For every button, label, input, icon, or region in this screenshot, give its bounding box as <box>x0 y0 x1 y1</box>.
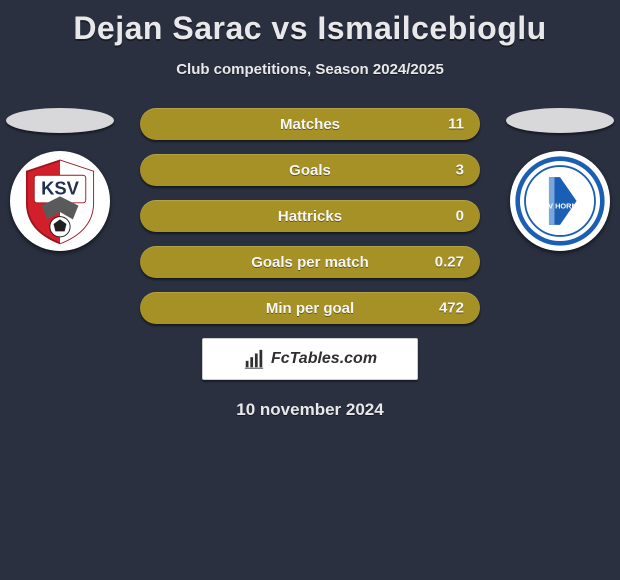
stat-value: 3 <box>456 162 464 179</box>
club-crest-left: KSV <box>10 151 110 251</box>
player-left-column: KSV <box>0 108 120 251</box>
stat-value: 472 <box>439 300 464 317</box>
stat-label: Hattricks <box>278 208 342 225</box>
stat-label: Min per goal <box>266 300 354 317</box>
stat-row-goals: Goals 3 <box>140 154 480 186</box>
stat-value: 0 <box>456 208 464 225</box>
stat-row-min-per-goal: Min per goal 472 <box>140 292 480 324</box>
stat-value: 11 <box>448 116 464 133</box>
svg-text:SV HORN: SV HORN <box>543 201 577 210</box>
page-title: Dejan Sarac vs Ismailcebioglu <box>0 0 620 47</box>
bar-chart-icon <box>243 348 265 370</box>
subtitle: Club competitions, Season 2024/2025 <box>0 61 620 78</box>
brand-badge: FcTables.com <box>202 338 418 380</box>
stat-label: Goals per match <box>251 254 369 271</box>
svg-text:KSV: KSV <box>41 178 80 199</box>
stats-list: Matches 11 Goals 3 Hattricks 0 Goals per… <box>140 108 480 324</box>
stat-row-goals-per-match: Goals per match 0.27 <box>140 246 480 278</box>
comparison-panel: KSV SV HORN Matches 11 Goals 3 <box>0 108 620 420</box>
stat-row-matches: Matches 11 <box>140 108 480 140</box>
date-text: 10 november 2024 <box>0 400 620 420</box>
stat-value: 0.27 <box>435 254 464 271</box>
club-crest-right: SV HORN <box>510 151 610 251</box>
player-right-column: SV HORN <box>500 108 620 251</box>
stat-row-hattricks: Hattricks 0 <box>140 200 480 232</box>
ksv-crest-icon: KSV <box>14 155 106 247</box>
horn-crest-icon: SV HORN <box>514 155 606 247</box>
player-left-photo-placeholder <box>6 108 114 133</box>
stat-label: Goals <box>289 162 331 179</box>
player-right-photo-placeholder <box>506 108 614 133</box>
stat-label: Matches <box>280 116 340 133</box>
brand-text: FcTables.com <box>271 350 377 368</box>
